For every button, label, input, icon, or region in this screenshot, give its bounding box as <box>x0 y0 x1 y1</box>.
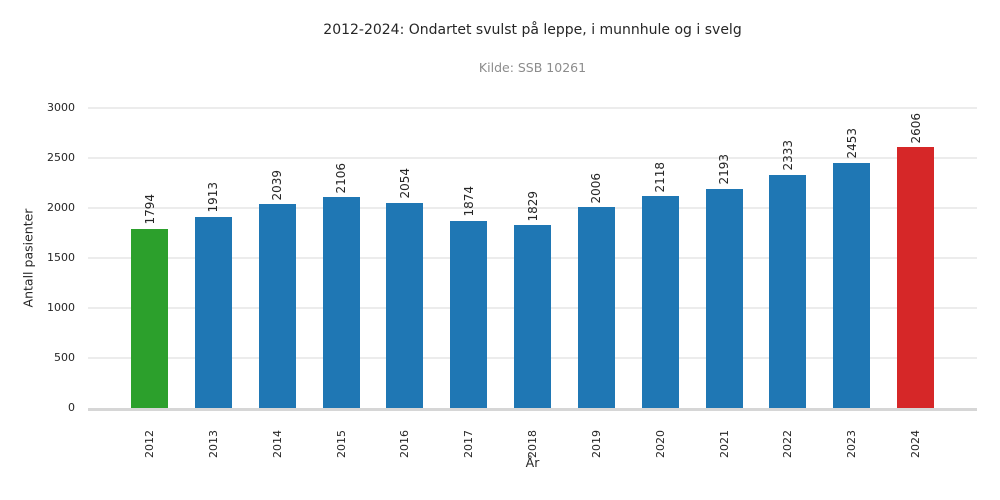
y-tick-label: 0 <box>68 401 75 414</box>
bar-2015 <box>322 197 360 408</box>
gridline <box>88 157 977 159</box>
x-tick-text: 2020 <box>653 430 667 458</box>
bar-2012 <box>131 228 168 408</box>
bar-value-label: 1794 <box>131 194 168 225</box>
bar-value-label: 2333 <box>769 140 806 171</box>
x-tick-text: 2013 <box>206 430 220 458</box>
bar-value-label: 2193 <box>706 154 743 185</box>
x-tick-text: 2023 <box>845 430 859 458</box>
bar-value-label: 2118 <box>642 162 679 193</box>
bar-2017 <box>450 220 488 408</box>
y-tick-label: 500 <box>54 351 75 364</box>
bar-value-label: 2006 <box>578 173 615 204</box>
bar-2018 <box>514 225 551 408</box>
bar-value-text: 2606 <box>908 112 923 144</box>
bar-value-text: 1913 <box>206 182 221 213</box>
bar-value-label: 2054 <box>386 168 423 199</box>
y-tick-label: 2500 <box>47 151 75 164</box>
bar-value-text: 2106 <box>334 162 348 194</box>
bar-2020 <box>641 196 679 408</box>
bar-2016 <box>386 202 424 408</box>
gridline <box>88 107 977 109</box>
bar-value-label: 1913 <box>195 182 232 213</box>
y-tick-label: 1500 <box>47 251 75 264</box>
bar-value-text: 2054 <box>397 168 412 199</box>
x-axis-line <box>88 408 977 411</box>
x-tick-label: 2016 <box>386 430 423 458</box>
chart-title: 2012-2024: Ondartet svulst på leppe, i m… <box>323 22 742 38</box>
bar-value-label: 1829 <box>514 191 551 222</box>
bar-value-text: 2006 <box>589 172 604 204</box>
x-tick-label: 2012 <box>131 430 168 458</box>
bar-value-text: 2453 <box>844 128 859 159</box>
bar-2014 <box>258 204 296 408</box>
bar-value-text: 1794 <box>142 194 157 225</box>
x-tick-label: 2022 <box>769 430 806 458</box>
x-tick-label: 2019 <box>578 430 615 458</box>
y-tick-label: 1000 <box>47 301 75 314</box>
bar-value-label: 2106 <box>323 163 360 194</box>
x-tick-text: 2017 <box>462 430 476 458</box>
bar-value-text: 2118 <box>653 161 668 193</box>
x-tick-label: 2013 <box>195 430 232 458</box>
bar-value-text: 2193 <box>717 154 731 185</box>
bar-value-label: 1874 <box>450 186 487 217</box>
bar-2013 <box>194 216 232 408</box>
x-tick-label: 2020 <box>642 430 679 458</box>
bar-2023 <box>833 162 871 408</box>
x-tick-text: 2016 <box>398 430 412 458</box>
bar-value-text: 1874 <box>461 186 476 217</box>
bar-value-text: 1829 <box>525 190 540 222</box>
gridline <box>88 207 977 209</box>
x-tick-text: 2018 <box>526 430 539 458</box>
x-tick-text: 2019 <box>589 430 603 458</box>
bar-2022 <box>769 174 807 408</box>
bar-value-text: 2039 <box>270 169 285 201</box>
x-tick-label: 2024 <box>897 430 934 458</box>
bar-2019 <box>577 207 615 408</box>
plot-area: 1794 1913 2039 2106 2054 1874 1829 2006 2118 2193… <box>88 107 977 411</box>
x-tick-text: 2024 <box>909 430 922 458</box>
x-tick-label: 2014 <box>259 430 296 458</box>
x-tick-text: 2014 <box>270 430 284 458</box>
x-tick-text: 2022 <box>781 430 795 458</box>
x-tick-label: 2023 <box>833 430 870 458</box>
chart-subtitle: Kilde: SSB 10261 <box>478 60 587 75</box>
x-tick-label: 2021 <box>706 430 743 458</box>
bar-value-text: 2333 <box>780 140 795 171</box>
x-tick-label: 2017 <box>450 430 487 458</box>
bar-value-label: 2453 <box>833 128 870 159</box>
bar-value-label: 2606 <box>897 113 934 144</box>
x-tick-label: 2018 <box>514 430 551 458</box>
bar-2021 <box>705 188 743 408</box>
x-axis-label: År <box>525 455 540 470</box>
x-tick-text: 2015 <box>334 430 348 458</box>
y-tick-label: 2000 <box>47 201 75 214</box>
x-tick-text: 2012 <box>143 430 156 458</box>
x-tick-text: 2021 <box>717 430 731 458</box>
x-tick-label: 2015 <box>323 430 360 458</box>
bar-value-label: 2039 <box>259 170 296 201</box>
y-tick-label: 3000 <box>47 101 75 114</box>
bar-2024 <box>897 147 934 408</box>
